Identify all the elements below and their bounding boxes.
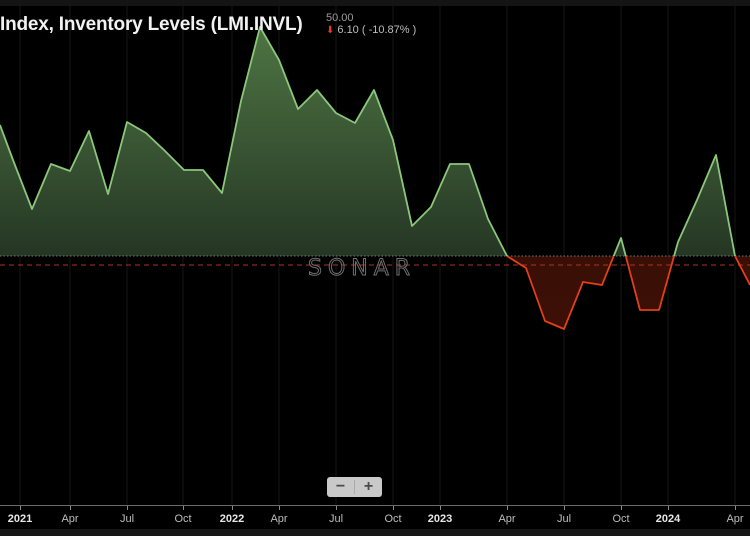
x-axis-tick [279,506,280,510]
x-axis-label: Oct [384,513,402,525]
down-arrow-icon: ⬇ [326,25,335,36]
x-axis-tick [336,506,337,510]
x-axis-tick [183,506,184,510]
x-axis-label: Apr [498,513,516,525]
x-axis-label: Oct [174,513,192,525]
x-axis-tick [507,506,508,510]
negative-area-fill [0,256,750,329]
x-axis-tick [70,506,71,510]
positive-series-line [0,26,737,256]
bottom-bar [0,529,750,536]
x-axis-tick [20,506,21,510]
last-value: 50.00 [326,12,354,24]
change-value: ⬇ 6.10 ( -10.87% ) [326,24,416,37]
chart-title: Index, Inventory Levels (LMI.INVL) [0,14,303,35]
x-axis-tick [735,506,736,510]
change-text: 6.10 ( -10.87% ) [337,24,417,36]
x-axis-label: Apr [726,513,744,525]
x-axis-label: Jul [328,513,344,525]
zoom-separator [354,480,355,494]
x-axis-tick [668,506,669,510]
x-axis-label: 2023 [427,513,453,525]
x-axis-label: Jul [119,513,135,525]
x-axis-tick [127,506,128,510]
positive-area-fill [0,27,750,256]
x-axis-label: Jul [556,513,572,525]
x-axis-tick [440,506,441,510]
x-axis-label: Apr [270,513,288,525]
zoom-out-button[interactable]: − [335,478,346,495]
negative-series-line [505,256,750,330]
x-axis-tick [621,506,622,510]
x-axis-label: 2022 [219,513,245,525]
chart-canvas[interactable] [0,0,750,505]
x-axis-label: 2024 [655,513,681,525]
sonar-watermark: SONAR [307,256,417,282]
x-axis-tick [564,506,565,510]
x-axis: 2021 Apr Jul Oct 2022 Apr Jul Oct 2023 Apr Jul Oct 2… [0,505,750,530]
x-axis-label: 2021 [7,513,33,525]
top-bar [0,0,750,6]
quote-box: 50.00 ⬇ 6.10 ( -10.87% ) [326,12,416,37]
x-axis-tick [232,506,233,510]
x-axis-label: Oct [612,513,630,525]
zoom-in-button[interactable]: + [363,478,374,495]
x-axis-label: Apr [61,513,79,525]
x-axis-tick [393,506,394,510]
zoom-controls: − + [327,477,382,497]
